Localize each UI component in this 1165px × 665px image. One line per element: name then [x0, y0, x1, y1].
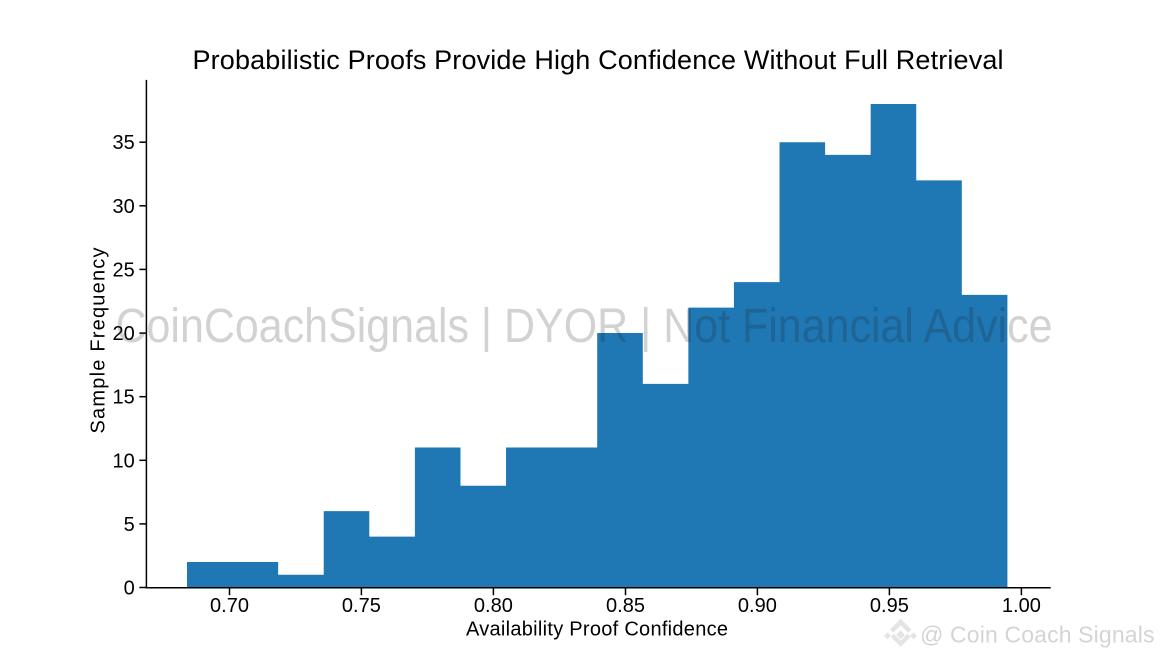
svg-text:Availability Proof Confidence: Availability Proof Confidence	[466, 619, 728, 641]
svg-text:35: 35	[113, 132, 135, 154]
svg-text:0.80: 0.80	[474, 595, 513, 617]
svg-text:CoinCoachSignals | DYOR | Not: CoinCoachSignals | DYOR | Not Financial …	[116, 300, 1053, 353]
svg-text:0: 0	[124, 578, 135, 600]
svg-text:@ Coin Coach Signals: @ Coin Coach Signals	[920, 622, 1155, 648]
svg-text:Probabilistic Proofs Provide H: Probabilistic Proofs Provide High Confid…	[193, 45, 1004, 75]
svg-text:Sample Frequency: Sample Frequency	[88, 248, 110, 434]
svg-text:0.95: 0.95	[870, 595, 909, 617]
svg-text:1.00: 1.00	[1002, 595, 1041, 617]
svg-text:0.90: 0.90	[738, 595, 777, 617]
svg-text:25: 25	[113, 259, 135, 281]
svg-text:5: 5	[124, 514, 135, 536]
svg-text:0.85: 0.85	[606, 595, 645, 617]
svg-text:30: 30	[113, 196, 135, 218]
svg-text:15: 15	[113, 387, 135, 409]
svg-text:0.70: 0.70	[210, 595, 249, 617]
svg-text:10: 10	[113, 450, 135, 472]
svg-text:20: 20	[113, 323, 135, 345]
svg-text:0.75: 0.75	[342, 595, 381, 617]
